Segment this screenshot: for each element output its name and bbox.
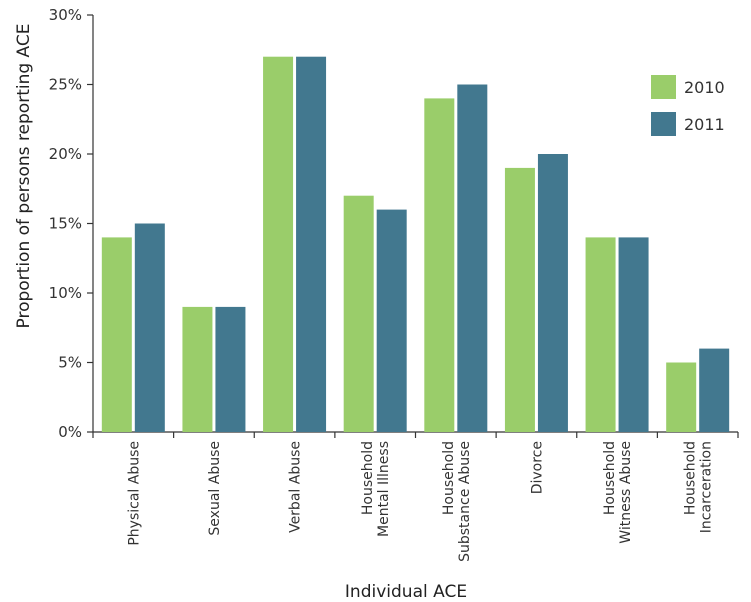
y-tick-label: 10%	[49, 284, 82, 302]
bar-2010	[666, 362, 697, 432]
bar-2010	[101, 237, 132, 432]
bar-2010	[263, 56, 294, 432]
x-tick-label: Divorce	[529, 441, 545, 494]
x-tick-label-line: Witness Abuse	[618, 441, 634, 544]
x-tick-label: HouseholdIncarceration	[683, 441, 715, 533]
bars	[101, 56, 730, 433]
x-tick-label: HouseholdSubstance Abuse	[441, 441, 473, 562]
bar-2011	[457, 84, 488, 432]
bar-2011	[215, 306, 246, 432]
x-tick-label: HouseholdMental Illness	[360, 441, 392, 537]
bar-2011	[618, 237, 649, 432]
bar-2010	[343, 195, 374, 432]
x-axis	[92, 431, 739, 438]
category-labels: Physical Abuse Sexual Abuse Verbal Abuse Ho…	[126, 441, 714, 562]
bar-2011	[296, 56, 327, 432]
x-tick-label: Physical Abuse	[126, 441, 142, 546]
x-tick-label-line: Household	[360, 441, 376, 515]
bar-2010	[424, 98, 455, 433]
x-tick-label: HouseholdWitness Abuse	[602, 441, 634, 544]
bar-2011	[134, 223, 165, 432]
y-tick-label: 20%	[49, 145, 82, 163]
x-tick-label-line: Household	[602, 441, 618, 515]
y-tick-label: 30%	[49, 6, 82, 24]
legend-label: 2010	[684, 78, 725, 97]
bar-2010	[504, 167, 535, 432]
x-tick-label-line: Divorce	[529, 441, 545, 494]
y-tick-label: 15%	[49, 215, 82, 233]
y-tick-label: 5%	[58, 354, 82, 372]
bar-2010	[182, 306, 213, 432]
x-tick-label: Verbal Abuse	[288, 441, 304, 533]
x-tick-label-line: Verbal Abuse	[288, 441, 304, 533]
x-tick-label-line: Household	[683, 441, 699, 515]
x-tick-label: Sexual Abuse	[207, 441, 223, 536]
y-axis-title: Proportion of persons reporting ACE	[14, 24, 34, 329]
legend-swatch-2011	[651, 112, 676, 136]
bar-2011	[699, 348, 730, 432]
y-axis: 0% 5% 10% 15% 20% 25% 30%	[49, 6, 94, 441]
x-tick-label-line: Physical Abuse	[126, 441, 142, 546]
legend: 2010 2011	[651, 75, 725, 136]
y-tick-label: 25%	[49, 76, 82, 94]
bar-2011	[376, 209, 407, 432]
x-tick-label-line: Substance Abuse	[457, 441, 473, 562]
legend-label: 2011	[684, 115, 725, 134]
bar-2011	[537, 154, 568, 432]
x-tick-label-line: Incarceration	[699, 441, 715, 533]
x-tick-label-line: Sexual Abuse	[207, 441, 223, 536]
x-axis-title: Individual ACE	[345, 582, 467, 602]
bar-2010	[585, 237, 616, 432]
x-tick-label-line: Household	[441, 441, 457, 515]
y-tick-label: 0%	[58, 423, 82, 441]
x-tick-label-line: Mental Illness	[376, 441, 392, 537]
legend-swatch-2010	[651, 75, 676, 99]
